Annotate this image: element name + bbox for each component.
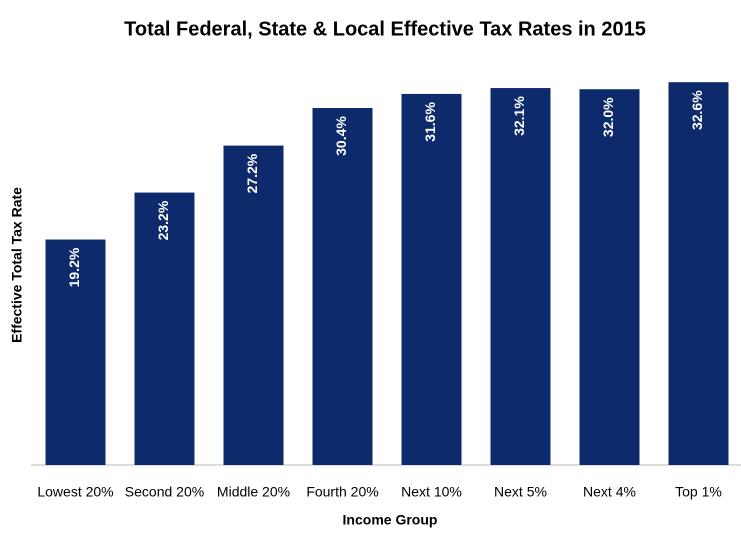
x-tick-label: Top 1% <box>675 484 722 500</box>
x-tick-label: Middle 20% <box>217 484 290 500</box>
bar <box>223 145 284 465</box>
value-label: 32.0% <box>600 97 616 137</box>
bar <box>45 239 106 465</box>
bar <box>134 192 195 465</box>
bar <box>490 88 551 465</box>
value-label: 32.1% <box>511 96 527 136</box>
value-label: 27.2% <box>244 153 260 193</box>
y-axis-title: Effective Total Tax Rate <box>9 187 25 343</box>
x-tick-label: Next 5% <box>494 484 547 500</box>
value-label: 19.2% <box>66 247 82 287</box>
x-tick-label: Next 4% <box>583 484 636 500</box>
value-label: 32.6% <box>689 90 705 130</box>
x-tick-label: Next 10% <box>401 484 462 500</box>
bar <box>579 89 640 465</box>
chart-title: Total Federal, State & Local Effective T… <box>124 18 646 40</box>
x-tick-label: Second 20% <box>125 484 204 500</box>
value-label: 30.4% <box>333 116 349 156</box>
value-label: 23.2% <box>155 200 171 240</box>
value-label: 31.6% <box>422 102 438 142</box>
bar <box>668 82 729 465</box>
x-axis-title: Income Group <box>343 512 438 528</box>
bar <box>312 108 373 465</box>
bar <box>401 93 462 465</box>
x-tick-label: Fourth 20% <box>306 484 378 500</box>
x-tick-label: Lowest 20% <box>37 484 113 500</box>
